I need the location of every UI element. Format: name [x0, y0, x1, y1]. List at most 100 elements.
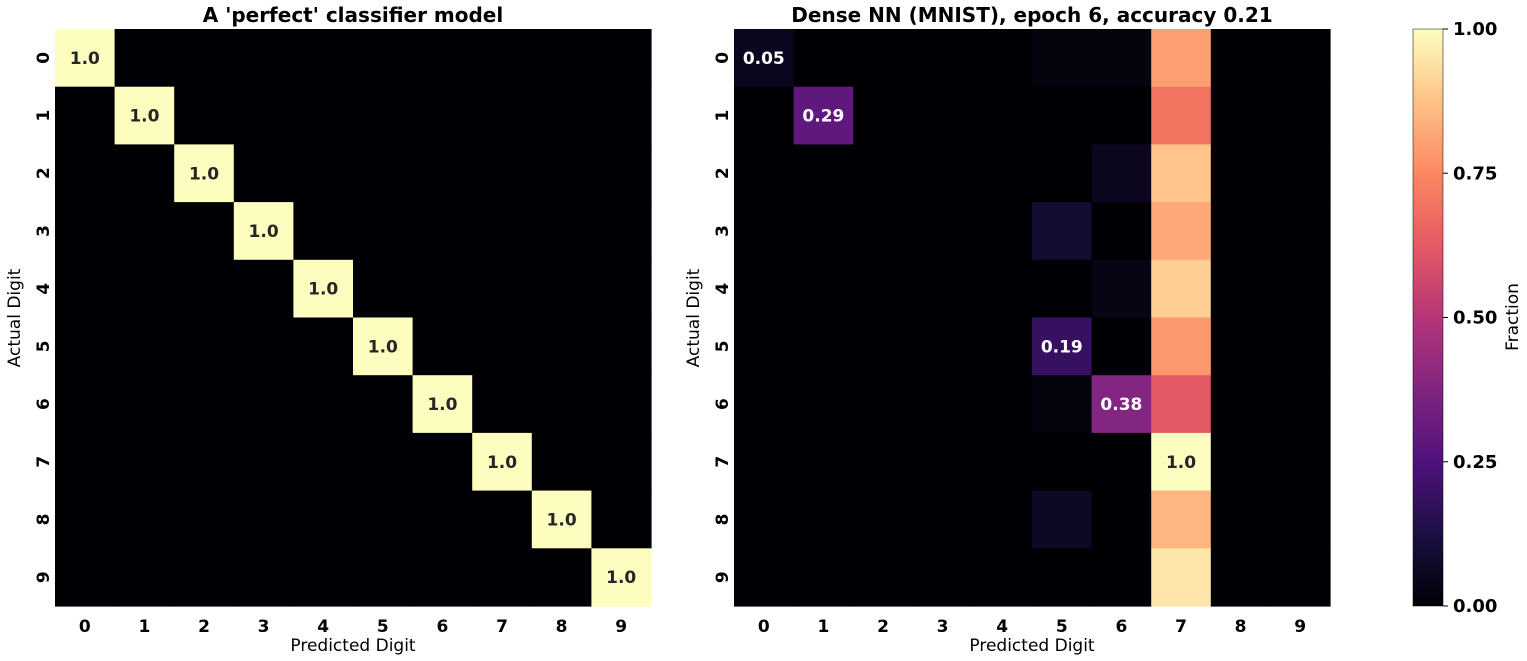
- heatmap-cell: [114, 259, 175, 319]
- heatmap-cell: [1091, 432, 1152, 492]
- heatmap-cell: [912, 29, 973, 88]
- heatmap-cell: [293, 144, 354, 203]
- heatmap-cell: [353, 317, 414, 376]
- heatmap-cell: [734, 144, 795, 203]
- heatmap-cell: [174, 432, 235, 492]
- heatmap-cell: [174, 375, 235, 434]
- heatmap-cell: [912, 86, 973, 145]
- heatmap-cell: [1151, 202, 1212, 261]
- cell-value-label: 1.0: [427, 395, 457, 415]
- heatmap-cell: [412, 548, 473, 607]
- y-tick-label: 7: [34, 456, 54, 468]
- heatmap-cell: [233, 86, 294, 145]
- y-tick-label: 8: [34, 514, 54, 526]
- heatmap-cell: [174, 317, 235, 376]
- heatmap-cell: [1091, 317, 1152, 376]
- heatmap-cell: [114, 86, 175, 145]
- heatmap-cell: [972, 86, 1033, 145]
- heatmap-cell: [793, 259, 854, 319]
- cell-value-label: 1.0: [547, 510, 577, 530]
- heatmap-cell: [531, 490, 592, 549]
- heatmap-cell: [793, 432, 854, 492]
- cell-value-label: 1.0: [368, 337, 398, 357]
- heatmap-cell: [174, 202, 235, 261]
- heatmap-cell: [1151, 432, 1212, 492]
- heatmap-cell: [1270, 490, 1331, 549]
- heatmap-cell: [472, 490, 533, 549]
- heatmap-cell: [293, 490, 354, 549]
- heatmap-cell: [353, 86, 414, 145]
- heatmap-cell: [1151, 86, 1212, 145]
- heatmap-cell: [114, 29, 175, 88]
- heatmap-cell: [233, 259, 294, 319]
- heatmap-cell: [1210, 29, 1271, 88]
- heatmap-cell: [734, 432, 795, 492]
- x-tick-label: 2: [198, 617, 210, 637]
- y-tick-label: 4: [34, 283, 54, 295]
- heatmap-cell: [531, 548, 592, 607]
- heatmap-cell: [591, 29, 652, 88]
- y-tick-label: 8: [713, 514, 733, 526]
- chart-title: A 'perfect' classifier model: [203, 3, 503, 27]
- heatmap-cell: [972, 317, 1033, 376]
- cell-value-label: 1.0: [189, 164, 219, 184]
- x-tick-label: 5: [377, 617, 389, 637]
- y-tick-label: 9: [34, 571, 54, 583]
- y-tick-label: 0: [34, 52, 54, 64]
- heatmap-cell: [1032, 490, 1093, 549]
- heatmap-cell: [1270, 432, 1331, 492]
- heatmap-cell: [1151, 375, 1212, 434]
- heatmap-cell: [1210, 375, 1271, 434]
- heatmap-cell: [293, 432, 354, 492]
- heatmap-cell: [472, 202, 533, 261]
- heatmap-cell: [114, 317, 175, 376]
- cell-value-label: 0.38: [1100, 395, 1142, 415]
- heatmap-cell: [853, 317, 914, 376]
- x-tick-label: 2: [877, 617, 889, 637]
- colorbar-label: Fraction: [1503, 283, 1523, 351]
- colorbar-gradient: [1412, 28, 1444, 607]
- heatmap-cell: [853, 432, 914, 492]
- heatmap-cell: [531, 375, 592, 434]
- heatmap-cell: [353, 490, 414, 549]
- heatmap-cell: [591, 202, 652, 261]
- heatmap-cell: [1270, 259, 1331, 319]
- heatmap-cell: [972, 259, 1033, 319]
- heatmap-cell: [793, 144, 854, 203]
- heatmap-cell: [1032, 259, 1093, 319]
- y-tick-label: 3: [713, 225, 733, 237]
- heatmap-cells: 1.0 1.0 1.0 1.0 1.0 1.0 1.0 1.0 1.0 1.0: [55, 29, 652, 607]
- x-tick-label: 7: [496, 617, 508, 637]
- x-axis-label: Predicted Digit: [290, 636, 416, 656]
- y-tick-label: 5: [713, 340, 733, 352]
- colorbar-tick-label: 0.25: [1453, 452, 1497, 473]
- heatmap-cell: [1091, 548, 1152, 607]
- heatmap-cell: [591, 548, 652, 607]
- heatmap-cell: [972, 490, 1033, 549]
- heatmap-cell: [734, 317, 795, 376]
- x-tick-label: 0: [758, 617, 770, 637]
- heatmap-cell: [412, 259, 473, 319]
- x-tick-label: 1: [138, 617, 150, 637]
- heatmap-cell: [472, 375, 533, 434]
- heatmap-cell: [1270, 317, 1331, 376]
- heatmap-cell: [114, 432, 175, 492]
- heatmap-cell: [531, 144, 592, 203]
- heatmap-cell: [1032, 202, 1093, 261]
- heatmap-cell: [1032, 86, 1093, 145]
- heatmap-cell: [233, 29, 294, 88]
- x-tick-label: 6: [1115, 617, 1127, 637]
- heatmap-cell: [55, 29, 116, 88]
- heatmap-cell: [412, 317, 473, 376]
- heatmap-cell: [1032, 375, 1093, 434]
- y-tick-labels: 0 1 2 3 4 5 6 7 8 9: [713, 52, 733, 583]
- heatmap-cell: [55, 202, 116, 261]
- y-tick-label: 0: [713, 52, 733, 64]
- heatmap-cell: [591, 490, 652, 549]
- heatmap-cell: [55, 432, 116, 492]
- cell-value-label: 1.0: [129, 107, 159, 127]
- heatmap-cell: [912, 432, 973, 492]
- heatmap-cell: [1270, 202, 1331, 261]
- cell-value-label: 1.0: [487, 453, 517, 473]
